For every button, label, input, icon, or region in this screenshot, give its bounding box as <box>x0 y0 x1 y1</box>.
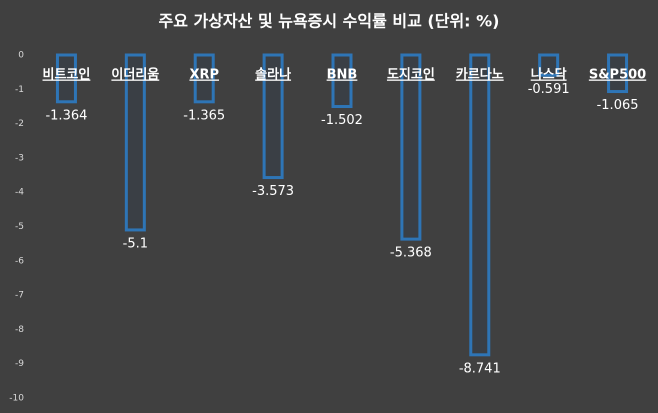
y-tick-label: -6 <box>15 256 24 266</box>
value-label: -1.365 <box>183 108 225 123</box>
y-tick-label: -2 <box>15 119 24 129</box>
y-tick-label: -9 <box>15 359 24 369</box>
y-tick-label: -10 <box>9 394 24 404</box>
category-label: BNB <box>327 68 358 83</box>
value-label: -0.591 <box>528 82 570 97</box>
category-label: 카르다노 <box>456 67 504 83</box>
value-label: -5.368 <box>390 246 432 261</box>
bar <box>331 53 353 109</box>
value-label: -1.364 <box>45 108 87 123</box>
value-label: -1.502 <box>321 113 363 128</box>
value-label: -3.573 <box>252 184 294 199</box>
y-tick-label: -7 <box>15 291 24 301</box>
bar <box>538 53 560 77</box>
category-label: 비트코인 <box>43 67 91 83</box>
y-tick-label: 0 <box>18 51 24 61</box>
category-label: XRP <box>189 68 219 83</box>
bar <box>262 53 284 180</box>
bar <box>469 53 491 357</box>
y-tick-label: -1 <box>15 85 24 95</box>
bar <box>55 53 77 104</box>
category-label: 솔라나 <box>255 67 291 83</box>
bar <box>193 53 215 104</box>
y-tick-label: -5 <box>15 222 24 232</box>
category-label: 도지코인 <box>387 67 435 83</box>
category-label: S&P500 <box>589 68 646 83</box>
y-tick-label: -3 <box>15 153 24 163</box>
value-label: -1.065 <box>597 98 639 113</box>
bar <box>607 53 629 94</box>
value-label: -8.741 <box>459 361 501 376</box>
y-tick-label: -4 <box>15 188 24 198</box>
y-tick-label: -8 <box>15 325 24 335</box>
bar <box>400 53 422 241</box>
bar <box>124 53 146 232</box>
category-label: 나스닥 <box>531 67 567 83</box>
value-label: -5.1 <box>123 236 148 251</box>
chart-title: 주요 가상자산 및 뉴욕증시 수익률 비교 (단위: %) <box>158 12 499 31</box>
category-label: 이더리움 <box>111 67 159 83</box>
